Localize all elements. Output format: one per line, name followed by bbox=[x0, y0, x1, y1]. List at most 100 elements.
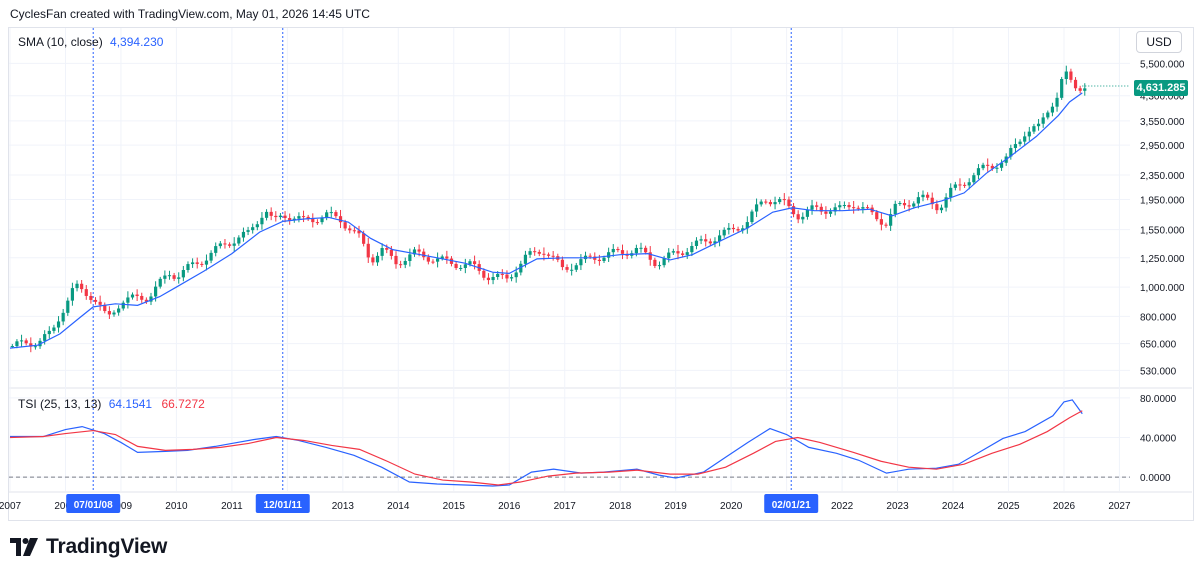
candle-body bbox=[463, 264, 467, 268]
candle-body bbox=[80, 283, 84, 290]
candle-body bbox=[523, 254, 528, 264]
candle-body bbox=[389, 249, 393, 256]
candle-body bbox=[1060, 79, 1064, 98]
candle-body bbox=[177, 277, 181, 279]
candle-body bbox=[1078, 88, 1082, 91]
tradingview-logo[interactable]: TradingView bbox=[10, 535, 167, 559]
tsi-legend-value: 64.1541 bbox=[108, 397, 153, 411]
candle-body bbox=[856, 207, 860, 209]
candle-body bbox=[819, 206, 823, 212]
last-price-label: 4,631.285 bbox=[1134, 80, 1188, 96]
candle-body bbox=[944, 197, 948, 208]
candle-body bbox=[75, 283, 79, 289]
candle-body bbox=[717, 235, 722, 242]
time-axis-tick-label: 2009 bbox=[110, 501, 133, 512]
candle-body bbox=[43, 334, 47, 341]
tsi-axis-tick-label: 0.0000 bbox=[1140, 473, 1171, 484]
candle-body bbox=[912, 203, 916, 207]
candle-body bbox=[519, 263, 523, 273]
candle-body bbox=[375, 255, 380, 263]
candle-body bbox=[482, 270, 486, 278]
price-axis-tick-label: 650.000 bbox=[1140, 340, 1177, 351]
candle-body bbox=[1013, 144, 1018, 149]
candle-body bbox=[431, 261, 435, 263]
candle-body bbox=[542, 253, 546, 255]
candle-body bbox=[764, 201, 768, 203]
price-axis-tick-label: 2,350.000 bbox=[1140, 171, 1185, 182]
candle-body bbox=[926, 194, 930, 198]
candle-body bbox=[352, 230, 356, 232]
candle-body bbox=[130, 294, 135, 298]
price-axis-tick-label: 800.000 bbox=[1140, 312, 1177, 323]
candle-body bbox=[588, 255, 592, 257]
candle-body bbox=[445, 256, 449, 259]
candle-body bbox=[56, 321, 61, 328]
time-axis-tick-label: 2025 bbox=[997, 501, 1020, 512]
candle-body bbox=[597, 259, 601, 262]
candle-body bbox=[528, 251, 532, 255]
candle-body bbox=[394, 255, 398, 265]
candle-body bbox=[722, 229, 726, 236]
candle-body bbox=[745, 222, 749, 229]
candle-body bbox=[70, 288, 75, 301]
candle-body bbox=[66, 300, 70, 313]
candle-body bbox=[315, 222, 320, 224]
candle-body bbox=[223, 243, 227, 245]
candle-body bbox=[778, 199, 782, 203]
candle-body bbox=[15, 341, 19, 347]
candle-body bbox=[565, 267, 569, 270]
tsi-line bbox=[10, 399, 1083, 487]
candle-body bbox=[1073, 79, 1078, 89]
time-axis-tick-label: 2026 bbox=[1053, 501, 1076, 512]
candle-body bbox=[570, 269, 574, 271]
candle-body bbox=[251, 227, 255, 231]
candle-body bbox=[1027, 131, 1031, 137]
candle-body bbox=[491, 276, 495, 281]
candle-body bbox=[98, 301, 102, 305]
candle-body bbox=[311, 219, 315, 223]
candle-body bbox=[190, 262, 195, 265]
candle-body bbox=[930, 197, 934, 205]
currency-button[interactable]: USD bbox=[1136, 31, 1182, 53]
candle-body bbox=[214, 246, 218, 253]
candle-body bbox=[574, 265, 578, 270]
sma-legend-name: SMA (10, close) bbox=[18, 35, 103, 49]
candle-body bbox=[320, 217, 324, 223]
candle-body bbox=[260, 217, 264, 225]
candle-body bbox=[537, 251, 541, 254]
candle-body bbox=[1041, 117, 1045, 124]
candle-body bbox=[1018, 141, 1022, 145]
candle-body bbox=[149, 296, 153, 302]
candle-body bbox=[338, 216, 343, 223]
tsi-signal-line bbox=[9, 410, 1083, 486]
time-axis-tick-label: 2013 bbox=[332, 501, 355, 512]
candle-body bbox=[403, 260, 407, 265]
candle-body bbox=[704, 239, 708, 242]
candle-body bbox=[713, 241, 717, 244]
candle-body bbox=[935, 204, 939, 211]
candle-body bbox=[602, 257, 606, 262]
candle-body bbox=[708, 241, 712, 244]
candle-body bbox=[533, 251, 537, 253]
candle-body bbox=[685, 252, 689, 255]
candle-body bbox=[472, 261, 477, 265]
candle-body bbox=[486, 277, 491, 281]
candle-body bbox=[29, 343, 33, 347]
price-axis-tick-label: 1,000.000 bbox=[1140, 283, 1185, 294]
candle-body bbox=[112, 312, 116, 315]
candle-body bbox=[509, 277, 514, 279]
candle-body bbox=[768, 202, 773, 205]
candle-body bbox=[953, 184, 957, 188]
candle-body bbox=[297, 216, 301, 219]
candle-body bbox=[773, 202, 777, 205]
chart-header: CyclesFan created with TradingView.com, … bbox=[10, 7, 370, 21]
candle-body bbox=[847, 205, 851, 208]
candle-body bbox=[801, 216, 805, 220]
candle-body bbox=[990, 165, 994, 169]
candle-body bbox=[436, 258, 440, 262]
candle-body bbox=[852, 207, 856, 209]
tsi-axis-tick-label: 40.0000 bbox=[1140, 434, 1177, 445]
candle-body bbox=[84, 289, 88, 296]
candle-body bbox=[181, 270, 185, 278]
